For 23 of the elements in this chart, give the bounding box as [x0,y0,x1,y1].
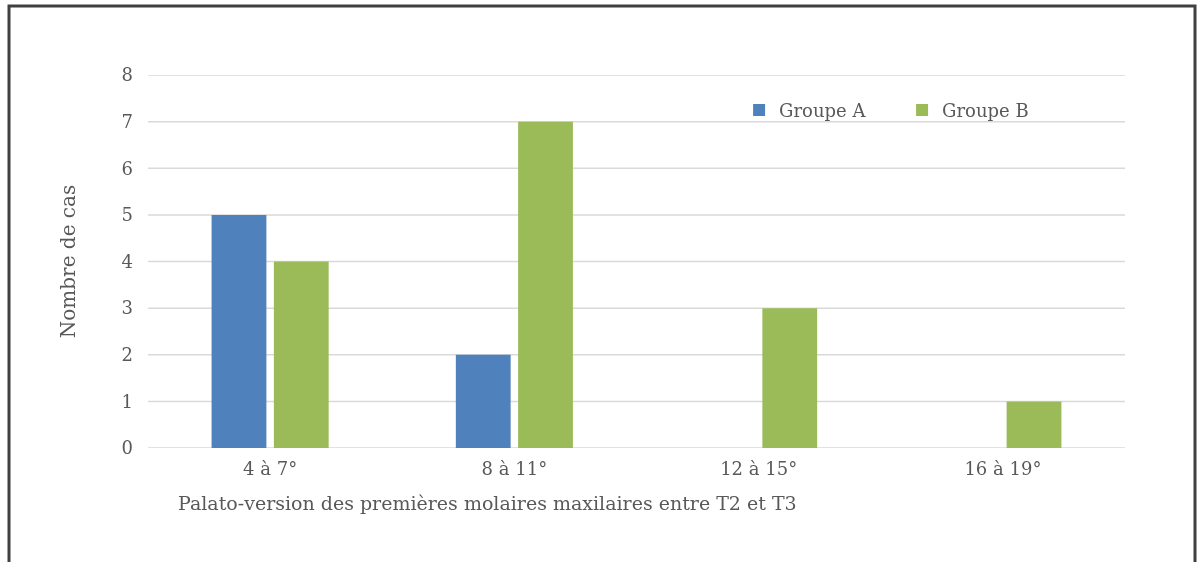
legend-label: Groupe A [779,100,867,122]
x-tick-label: 12 à 15° [720,458,798,479]
bar [1006,401,1062,448]
x-tick-label: 16 à 19° [964,458,1042,479]
y-tick-label: 7 [121,110,133,132]
x-tick-label: 4 à 7° [243,458,298,479]
y-tick-label: 2 [121,344,133,366]
bar [211,214,267,448]
bar [518,121,573,448]
y-tick-label: 1 [121,390,133,412]
y-tick-label: 0 [121,437,133,459]
bar [455,354,511,448]
y-tick-label: 5 [121,204,133,226]
legend-label: Groupe B [942,100,1029,122]
y-tick-label: 6 [121,157,133,179]
x-tick-label: 8 à 11° [481,458,548,479]
bar [762,308,818,448]
y-tick-label: 8 [121,64,133,86]
x-axis-title: Palato-version des premières molaires maxilaires entre T2 et T3 [178,492,797,514]
y-tick-label: 4 [121,250,133,272]
y-tick-label: 3 [121,297,133,319]
bar [273,261,329,448]
y-axis-title: Nombre de cas [56,184,81,339]
